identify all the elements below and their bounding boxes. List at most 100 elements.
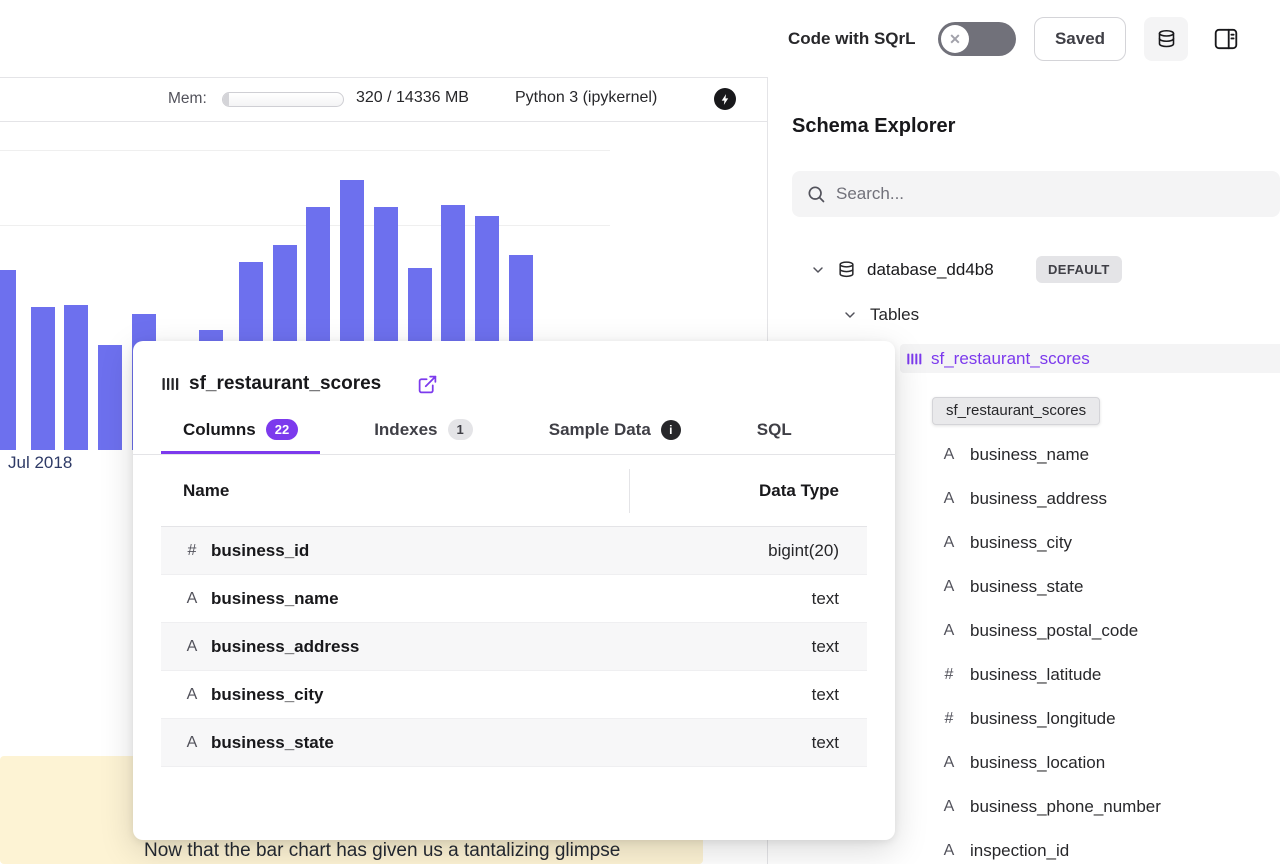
number-type-icon: #: [944, 710, 954, 727]
panel-right-icon: [1214, 28, 1238, 50]
text-type-icon: A: [943, 798, 955, 815]
schema-column-name: business_postal_code: [970, 621, 1139, 640]
column-data-type: text: [811, 588, 839, 608]
tree-item-tables[interactable]: Tables: [842, 301, 919, 329]
saved-button[interactable]: Saved: [1034, 17, 1126, 61]
table-details-popover: sf_restaurant_scores Columns 22 Indexes …: [133, 341, 895, 840]
text-type-icon: A: [186, 685, 198, 703]
column-name: business_state: [211, 732, 334, 752]
tab-label: Columns: [183, 419, 256, 439]
selected-table-name: sf_restaurant_scores: [931, 348, 1090, 368]
column-name: business_id: [211, 540, 310, 560]
number-type-icon: #: [187, 541, 197, 559]
schema-column-name: business_city: [970, 533, 1073, 552]
schema-column-name: business_address: [970, 489, 1108, 508]
text-type-icon: A: [943, 534, 955, 551]
chart-gridline: [0, 150, 610, 151]
kernel-name[interactable]: Python 3 (ipykernel): [515, 89, 658, 106]
schema-search-input[interactable]: [836, 184, 1266, 204]
name-column-header: Name: [183, 480, 230, 500]
tree-item-table-selected[interactable]: sf_restaurant_scores: [900, 344, 1280, 373]
tab-label: Sample Data: [548, 419, 651, 439]
mem-label: Mem:: [168, 90, 207, 107]
chart-gridline: [0, 225, 610, 226]
chart-bar: [31, 307, 55, 450]
schema-search-box[interactable]: [792, 171, 1280, 217]
popover-header: sf_restaurant_scores: [133, 341, 895, 395]
text-type-icon: A: [943, 578, 955, 595]
memory-progress-bar: [222, 92, 344, 107]
schema-column-name: business_state: [970, 577, 1084, 596]
column-data-type: text: [811, 684, 839, 704]
column-name: business_address: [211, 636, 360, 656]
tables-group-label: Tables: [870, 305, 920, 324]
sqrl-toggle[interactable]: ✕: [938, 22, 1016, 56]
toggle-knob: ✕: [941, 25, 969, 53]
text-type-icon: A: [186, 733, 198, 751]
schema-column-name: business_longitude: [970, 709, 1116, 728]
memory-progress-fill: [223, 93, 229, 106]
table-name-tooltip: sf_restaurant_scores: [932, 397, 1101, 425]
column-data-type: bigint(20): [768, 540, 839, 560]
database-icon: [839, 261, 854, 278]
schema-explorer-title: Schema Explorer: [792, 115, 956, 137]
schema-column-name: inspection_id: [970, 841, 1070, 860]
kernel-power-button[interactable]: [714, 88, 736, 110]
default-badge: DEFAULT: [1036, 256, 1122, 283]
schema-column-item[interactable]: # business_longitude: [768, 697, 1280, 741]
text-type-icon: A: [943, 490, 955, 507]
data-type-column-header: Data Type: [629, 468, 867, 513]
database-button[interactable]: [1144, 17, 1188, 61]
column-data-type: text: [811, 636, 839, 656]
table-row: # business_id bigint(20): [161, 527, 867, 575]
chart-bar: [98, 345, 122, 450]
lightning-icon: [721, 93, 728, 105]
text-type-icon: A: [186, 637, 198, 655]
number-type-icon: #: [944, 666, 954, 683]
text-type-icon: A: [186, 589, 198, 607]
tree-item-database[interactable]: database_dd4b8: [810, 256, 994, 284]
database-name: database_dd4b8: [867, 260, 994, 279]
topbar: Code with SQrL ✕ Saved: [0, 0, 1280, 78]
code-with-sqrl-label: Code with SQrL: [788, 29, 916, 48]
chart-x-tick-label: Jul 2018: [8, 453, 73, 472]
chart-bar: [0, 270, 16, 450]
text-type-icon: A: [943, 754, 955, 771]
column-name-cell: # business_id: [161, 541, 629, 561]
table-columns-icon: [161, 375, 179, 393]
tab-sample-data[interactable]: Sample Data i: [527, 419, 703, 454]
column-name: business_city: [211, 684, 324, 704]
schema-column-name: business_name: [970, 445, 1090, 464]
tab-indexes[interactable]: Indexes 1: [352, 419, 495, 454]
text-type-icon: A: [943, 842, 955, 859]
tab-columns[interactable]: Columns 22: [161, 419, 320, 454]
schema-column-item[interactable]: # business_latitude: [768, 653, 1280, 697]
tab-sql[interactable]: SQL: [735, 419, 814, 454]
right-panel-toggle-button[interactable]: [1208, 21, 1244, 57]
database-icon: [1158, 29, 1174, 47]
chart-bar: [64, 305, 88, 450]
kernel-status-bar: Mem: 320 / 14336 MB Python 3 (ipykernel): [0, 78, 767, 122]
search-icon: [808, 186, 825, 203]
chevron-down-icon: [845, 312, 855, 318]
popover-table-title: sf_restaurant_scores: [189, 373, 382, 394]
external-link-icon[interactable]: [417, 374, 438, 395]
columns-table-header: Name Data Type: [161, 455, 867, 527]
